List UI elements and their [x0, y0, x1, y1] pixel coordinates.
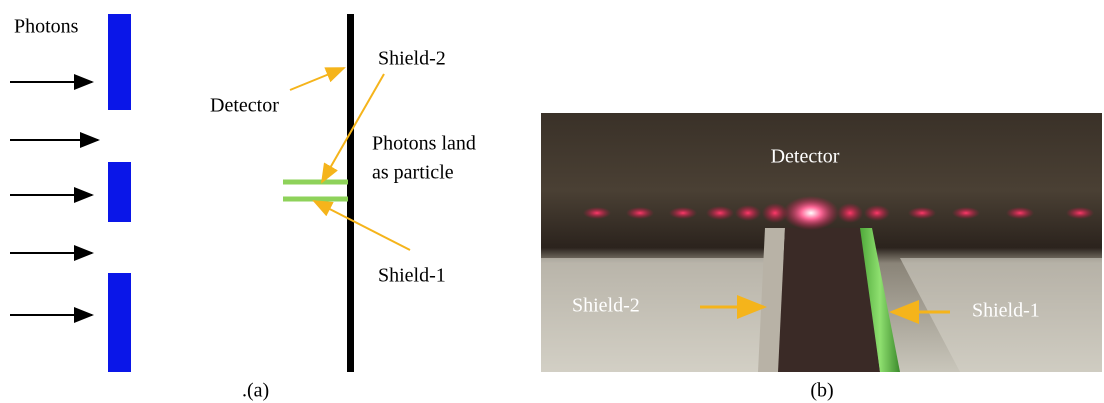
photons-label: Photons	[14, 16, 79, 38]
slit-wall	[108, 273, 131, 372]
panel-a: Photons Detector Shield-2 Photons land a…	[10, 14, 476, 402]
shield2-label: Shield-2	[572, 295, 640, 317]
slit-wall	[108, 162, 131, 222]
detector-label: Detector	[771, 146, 840, 168]
panel-b: Detector Shield-2 Shield-1 (b)	[541, 113, 1102, 402]
shield2-label: Shield-2	[378, 48, 446, 70]
landing-note: as particle	[372, 162, 454, 184]
caption: .(a)	[242, 380, 269, 402]
detector-label: Detector	[210, 95, 279, 117]
caption: (b)	[810, 380, 833, 402]
shield1-label: Shield-1	[972, 300, 1040, 322]
slit-wall	[108, 14, 131, 110]
landing-note: Photons land	[372, 133, 476, 155]
shield1-label: Shield-1	[378, 265, 446, 287]
photon-arrows	[10, 82, 98, 315]
detector-screen	[347, 14, 354, 372]
figure: Photons Detector Shield-2 Photons land a…	[0, 0, 1104, 403]
